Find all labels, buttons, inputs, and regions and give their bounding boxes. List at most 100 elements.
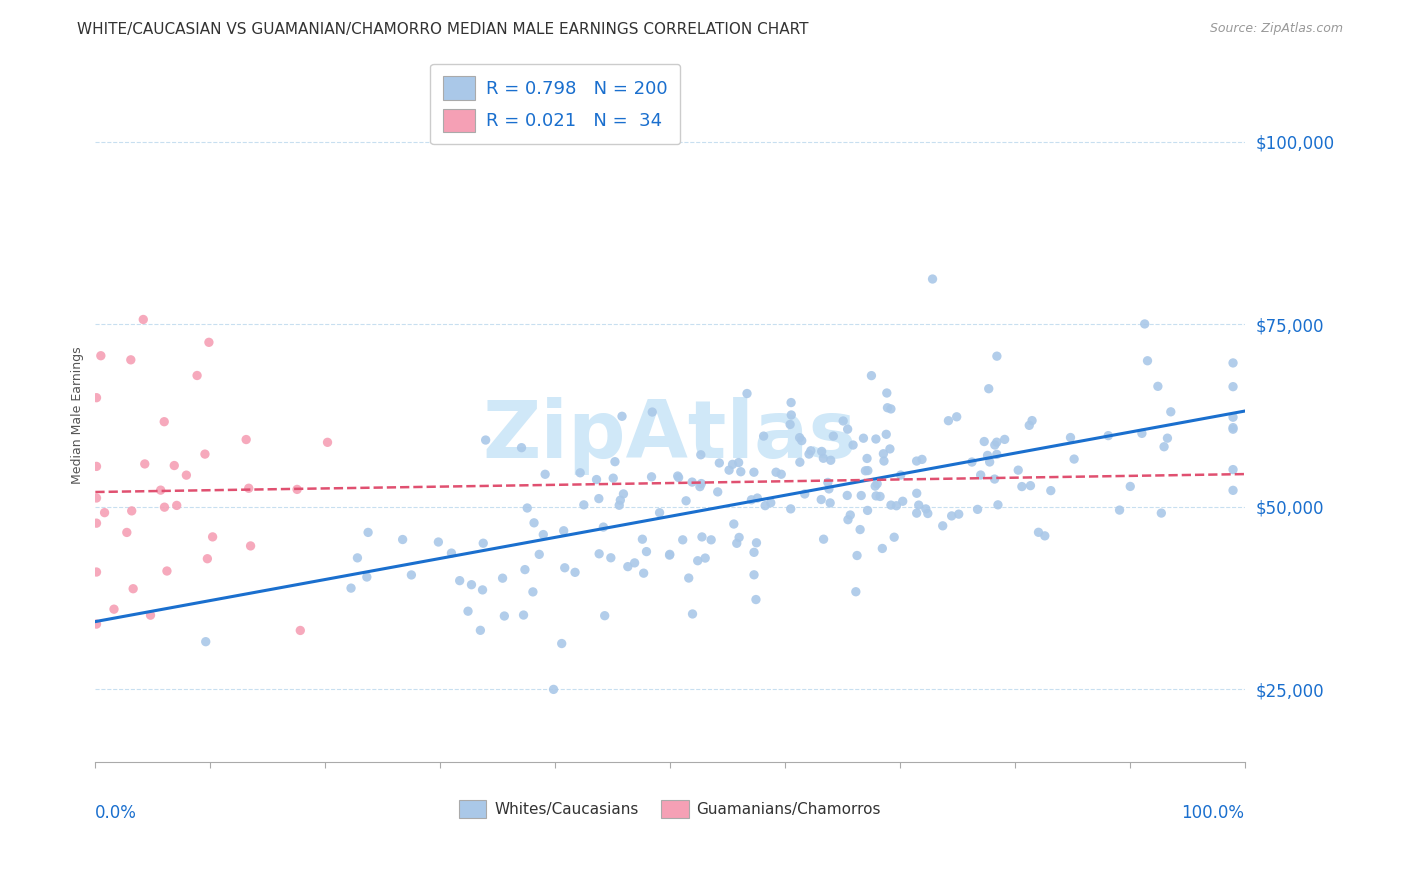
Point (960, 455, 983, 469)
Point (569, 466, 592, 480)
Point (623, 556, 645, 570)
Point (198, 335, 221, 350)
Point (672, 533, 695, 547)
Point (770, 467, 793, 482)
Point (491, 571, 513, 585)
Point (842, 438, 865, 452)
Point (886, 499, 908, 513)
Point (865, 432, 887, 446)
Point (709, 456, 731, 470)
Point (872, 447, 894, 461)
Point (681, 475, 703, 489)
Point (839, 508, 862, 522)
Point (1033, 529, 1056, 543)
Point (1222, 379, 1244, 393)
Point (668, 470, 690, 484)
Point (977, 382, 1000, 396)
Point (987, 498, 1010, 512)
Y-axis label: Median Male Earnings: Median Male Earnings (72, 347, 84, 484)
Point (1222, 462, 1244, 476)
Point (891, 494, 914, 508)
Point (290, 624, 312, 638)
Point (474, 433, 496, 447)
Point (851, 489, 873, 503)
Point (907, 498, 929, 512)
Point (931, 518, 953, 533)
Point (735, 386, 758, 401)
Point (658, 547, 681, 561)
Point (905, 506, 928, 520)
Point (121, 504, 143, 518)
Point (472, 536, 495, 550)
Point (1222, 420, 1244, 434)
Point (790, 434, 813, 448)
Point (813, 532, 835, 546)
Point (636, 544, 658, 558)
Point (1150, 506, 1173, 520)
Point (633, 566, 655, 581)
Point (865, 489, 887, 503)
Point (1019, 478, 1042, 492)
Point (846, 549, 869, 563)
Point (103, 602, 125, 616)
Point (765, 465, 787, 479)
Point (983, 472, 1005, 486)
Point (817, 475, 839, 490)
Point (745, 592, 768, 607)
Point (510, 441, 533, 455)
Point (742, 567, 765, 582)
Point (357, 525, 380, 540)
Point (186, 368, 208, 383)
Point (194, 447, 217, 461)
Point (316, 435, 339, 450)
Point (1018, 418, 1040, 433)
Point (340, 581, 363, 595)
Point (513, 563, 536, 577)
Point (938, 414, 960, 428)
Point (718, 463, 741, 477)
Point (941, 508, 963, 523)
Point (740, 492, 762, 507)
Point (837, 488, 859, 502)
Point (1108, 503, 1130, 517)
Point (86, 459, 108, 474)
Point (682, 607, 704, 621)
Point (523, 516, 546, 530)
Point (742, 545, 765, 559)
Point (860, 368, 883, 383)
Point (471, 582, 494, 597)
Point (592, 520, 614, 534)
Point (818, 496, 841, 510)
Point (911, 452, 934, 467)
Point (401, 568, 423, 582)
Point (494, 609, 516, 624)
Point (810, 492, 832, 507)
Point (872, 541, 894, 556)
Point (797, 447, 820, 461)
Point (617, 559, 640, 574)
Point (921, 272, 943, 286)
Point (1222, 356, 1244, 370)
Point (863, 479, 886, 493)
Point (793, 487, 815, 501)
Point (156, 564, 179, 578)
Point (588, 491, 610, 506)
Point (153, 500, 176, 515)
Point (730, 465, 752, 479)
Point (686, 554, 709, 568)
Point (1063, 452, 1085, 467)
Point (139, 608, 162, 623)
Point (820, 453, 842, 467)
Point (969, 468, 991, 483)
Point (742, 465, 765, 479)
Point (976, 449, 998, 463)
Point (856, 464, 879, 478)
Point (641, 405, 664, 419)
Point (631, 533, 654, 547)
Point (522, 585, 544, 599)
Point (986, 349, 1008, 363)
Point (572, 498, 595, 512)
Point (973, 434, 995, 449)
Point (880, 498, 903, 512)
Point (115, 525, 138, 540)
